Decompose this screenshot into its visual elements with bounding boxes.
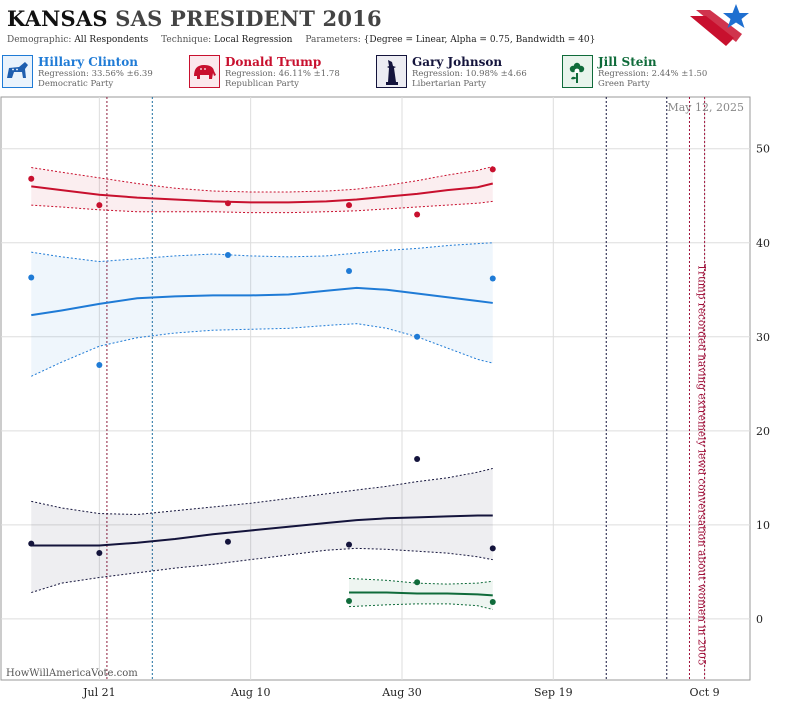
candidate-bar: Hillary Clinton Regression: 33.56% ±6.39… xyxy=(0,52,789,94)
poll-point xyxy=(346,598,353,605)
technique-value[interactable]: Local Regression xyxy=(214,35,293,45)
candidate-party: Libertarian Party xyxy=(412,79,487,89)
poll-point xyxy=(96,361,103,368)
technique-label: Technique: xyxy=(161,35,212,45)
poll-point xyxy=(96,202,103,209)
candidate-card-stein[interactable]: Jill Stein Regression: 2.44% ±1.50 Green… xyxy=(560,52,745,92)
donkey-icon xyxy=(2,55,33,88)
series-group xyxy=(346,577,496,610)
confidence-band xyxy=(31,242,493,377)
upper-bound-line xyxy=(31,166,493,193)
poll-point xyxy=(224,200,231,207)
confidence-band xyxy=(31,468,493,593)
candidate-party: Green Party xyxy=(598,79,650,89)
candidate-name: Jill Stein xyxy=(598,55,657,69)
y-tick-label: 0 xyxy=(756,613,763,626)
lower-bound-line xyxy=(31,547,493,594)
plot-frame xyxy=(0,96,751,681)
poll-point xyxy=(414,211,421,218)
x-tick-label: Aug 30 xyxy=(381,686,422,699)
candidate-card-trump[interactable]: Donald Trump Regression: 46.11% ±1.78 Re… xyxy=(187,52,372,92)
star-logo-icon[interactable] xyxy=(686,2,750,48)
candidate-regression: Regression: 46.11% ±1.78 xyxy=(225,69,340,79)
y-tick-label: 30 xyxy=(756,331,770,344)
poll-point xyxy=(346,541,353,548)
y-tick-label: 10 xyxy=(756,519,770,532)
parameters-value[interactable]: {Degree = Linear, Alpha = 0.75, Bandwidt… xyxy=(363,35,596,45)
demographic-value[interactable]: All Respondents xyxy=(74,35,149,45)
poll-point xyxy=(489,166,496,173)
flower-icon xyxy=(562,55,593,88)
poll-point xyxy=(414,579,421,586)
poll-point xyxy=(96,550,103,557)
poll-point xyxy=(28,175,35,182)
poll-point xyxy=(346,267,353,274)
series-group xyxy=(28,456,496,594)
date-label: May 12, 2025 xyxy=(667,101,744,114)
regression-line xyxy=(31,286,493,317)
poll-point xyxy=(224,251,231,258)
parameters-line: Demographic: All Respondents Technique: … xyxy=(7,35,595,45)
watermark: HowWillAmericaVote.com xyxy=(6,668,138,679)
x-tick-label: Sep 19 xyxy=(534,686,573,699)
candidate-name: Gary Johnson xyxy=(412,55,503,69)
lower-bound-line xyxy=(31,200,493,214)
candidate-card-clinton[interactable]: Hillary Clinton Regression: 33.56% ±6.39… xyxy=(0,52,185,92)
parameters-label: Parameters: xyxy=(305,35,361,45)
elephant-icon xyxy=(189,55,220,88)
regression-line xyxy=(349,591,493,597)
header: KANSAS SAS PRESIDENT 2016 Demographic: A… xyxy=(0,0,789,50)
candidate-regression: Regression: 33.56% ±6.39 xyxy=(38,69,153,79)
poll-point xyxy=(346,202,353,209)
upper-bound-line xyxy=(31,242,493,263)
candidate-regression: Regression: 10.98% ±4.66 xyxy=(412,69,527,79)
candidate-card-johnson[interactable]: Gary Johnson Regression: 10.98% ±4.66 Li… xyxy=(374,52,559,92)
y-tick-label: 40 xyxy=(756,237,770,250)
candidate-name: Hillary Clinton xyxy=(38,55,138,69)
poll-point xyxy=(489,545,496,552)
event-annotation: Trump recorded having extremely lewd con… xyxy=(695,264,707,666)
candidate-party: Republican Party xyxy=(225,79,299,89)
page-title: KANSAS SAS PRESIDENT 2016 xyxy=(7,6,382,31)
poll-point xyxy=(224,538,231,545)
x-tick-label: Oct 9 xyxy=(690,686,720,699)
candidate-name: Donald Trump xyxy=(225,55,322,69)
poll-point xyxy=(489,598,496,605)
poll-point xyxy=(414,333,421,340)
series-group xyxy=(28,166,496,218)
x-tick-label: Aug 10 xyxy=(230,686,271,699)
statue-of-liberty-icon xyxy=(376,55,407,88)
demographic-label: Demographic: xyxy=(7,35,72,45)
candidate-regression: Regression: 2.44% ±1.50 xyxy=(598,69,708,79)
title-state: KANSAS xyxy=(7,6,108,31)
y-tick-label: 50 xyxy=(756,143,770,156)
poll-point xyxy=(489,275,496,282)
poll-point xyxy=(414,456,421,463)
regression-line xyxy=(31,182,494,204)
regression-line xyxy=(31,514,493,547)
upper-bound-line xyxy=(31,467,493,516)
y-tick-label: 20 xyxy=(756,425,770,438)
poll-point xyxy=(28,274,35,281)
confidence-band xyxy=(31,166,493,213)
poll-chart: 0 10 20 30 40 50 Jul 21 Aug 10 Aug 30 Sep 19 Oct 9… xyxy=(0,96,770,699)
x-tick-label: Jul 21 xyxy=(82,686,116,699)
candidate-party: Democratic Party xyxy=(38,79,114,89)
series-group xyxy=(28,242,496,377)
poll-point xyxy=(28,540,35,547)
title-rest: SAS PRESIDENT 2016 xyxy=(115,6,382,31)
lower-bound-line xyxy=(31,323,493,377)
